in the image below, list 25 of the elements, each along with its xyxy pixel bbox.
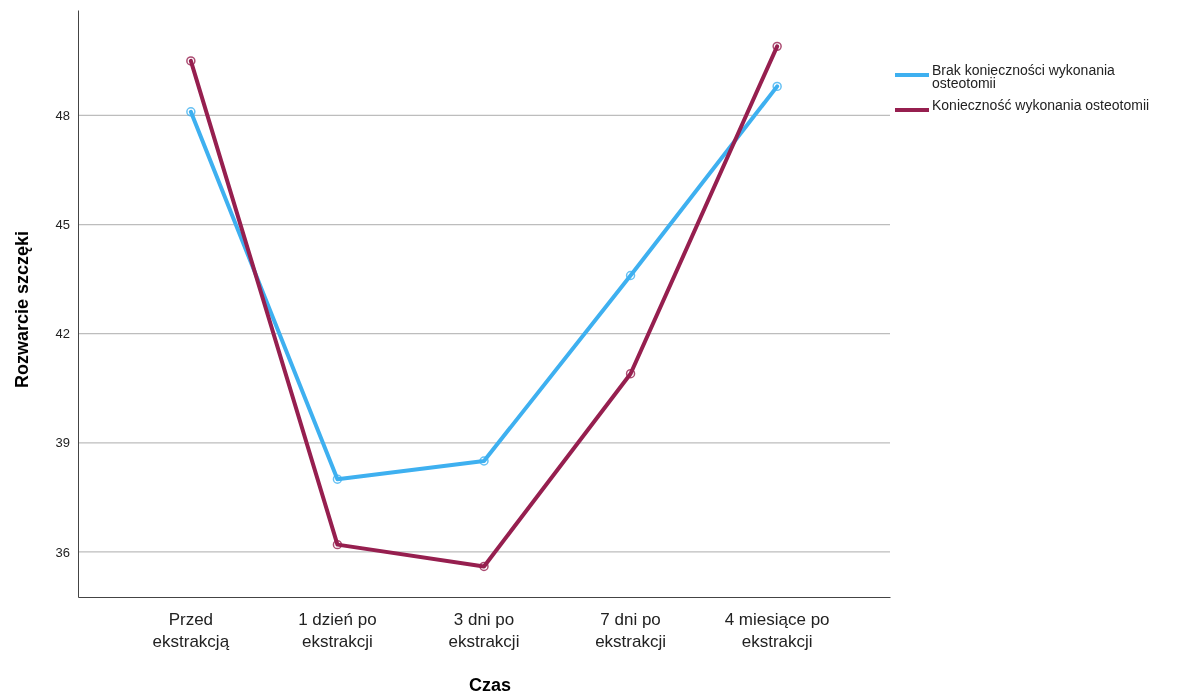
y-tick-label: 42 <box>55 326 70 342</box>
x-tick-label: Przed ekstrakcją <box>152 610 230 651</box>
y-tick-label: 39 <box>55 435 70 451</box>
x-tick-label: 4 miesiące po ekstrakcji <box>724 610 830 651</box>
y-axis-title: Rozwarcie szczęki <box>12 230 32 389</box>
point <box>332 474 343 484</box>
point <box>625 368 636 379</box>
x-tick-label: 1 dzień po ekstrakcji <box>298 610 377 651</box>
x-tick-label: 7 dni po ekstrakcji <box>595 610 666 651</box>
point <box>772 41 782 52</box>
line-series <box>186 81 782 484</box>
point <box>186 56 196 66</box>
y-tick-label: 45 <box>55 217 70 233</box>
legend-label: Brak konieczności wykonania osteotomii <box>932 62 1116 91</box>
point <box>479 561 489 572</box>
x-axis-title: Czas <box>468 675 512 695</box>
point <box>479 456 489 466</box>
y-tick-label: 36 <box>55 544 70 560</box>
point <box>625 270 636 281</box>
x-tick-label: 3 dni po ekstrakcji <box>448 610 520 651</box>
y-tick-label: 48 <box>55 108 70 124</box>
point <box>772 81 782 92</box>
point <box>332 539 343 550</box>
point <box>186 107 196 117</box>
legend-label: Konieczność wykonania osteotomii <box>932 97 1150 113</box>
